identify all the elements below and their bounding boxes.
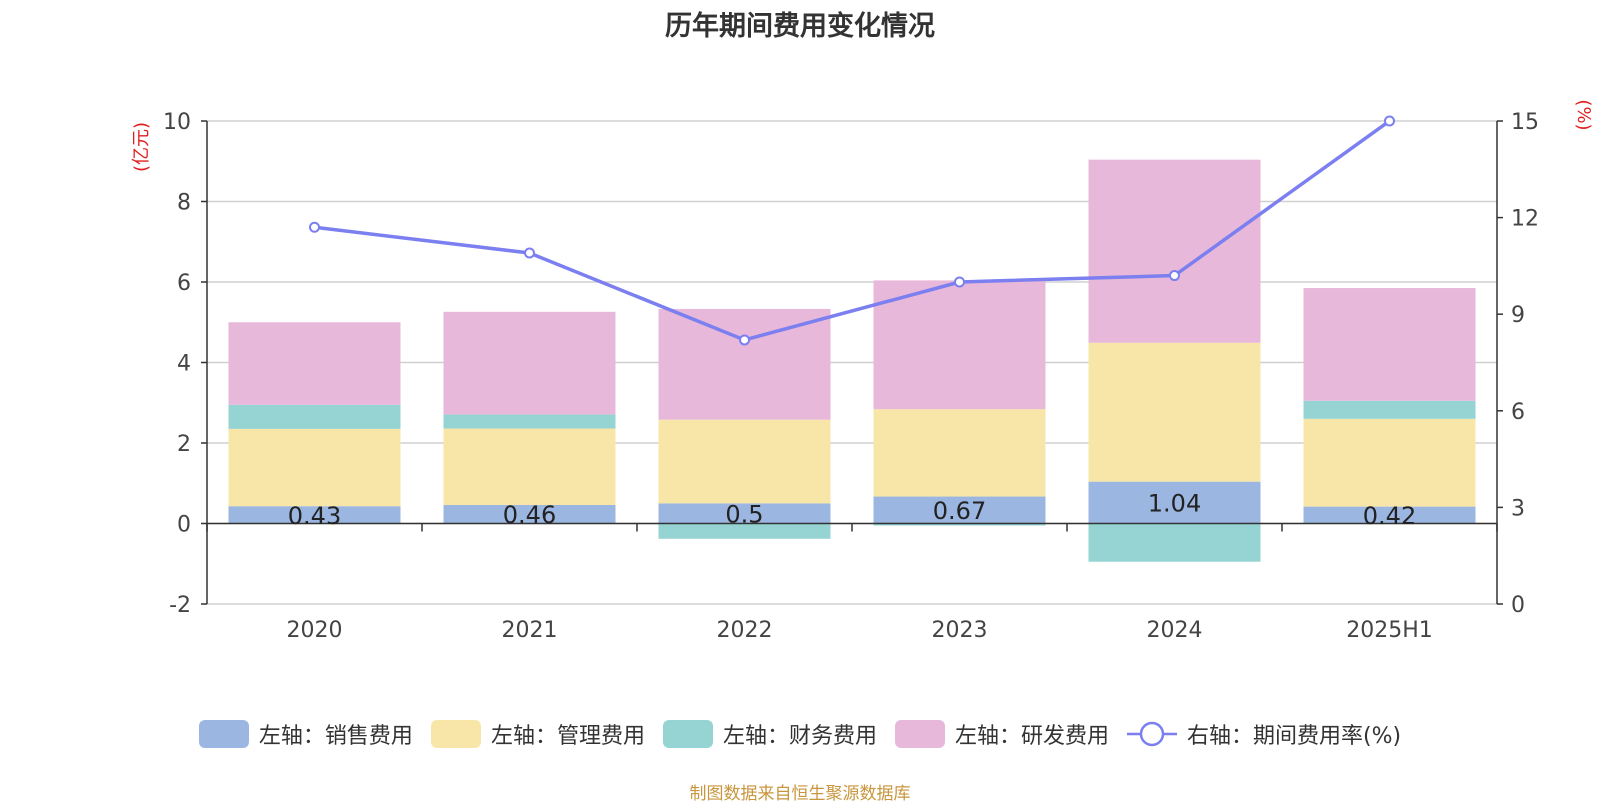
bar-segment xyxy=(658,503,831,524)
bar-segment xyxy=(873,496,1046,524)
right-axis-label: (%) xyxy=(1573,99,1594,130)
bar-segment xyxy=(1088,342,1261,482)
legend-swatch xyxy=(430,720,481,748)
left-tick-label: 2 xyxy=(177,432,191,457)
legend-label: 左轴：销售费用 xyxy=(258,724,413,749)
legend-swatch xyxy=(894,720,945,748)
rate-point xyxy=(309,221,320,233)
data-label: 0.5 xyxy=(725,500,763,528)
bar-segment xyxy=(1088,481,1261,524)
rate-line xyxy=(314,119,1391,342)
rate-point xyxy=(954,276,965,288)
legend-item[interactable]: 右轴：期间费用率(%) xyxy=(1126,718,1402,750)
chart-legend: 左轴：销售费用 左轴：管理费用 左轴：财务费用 左轴：研发费用 右轴：期间费用率(%) xyxy=(0,718,1600,750)
rate-point xyxy=(739,334,750,346)
legend-item[interactable]: 左轴：销售费用 xyxy=(198,718,413,750)
source-note: 制图数据来自恒生聚源数据库 xyxy=(689,784,911,804)
bar-segment xyxy=(228,506,401,524)
bar-segment xyxy=(443,414,616,429)
category-label: 2024 xyxy=(1147,618,1203,643)
right-tick-label: 15 xyxy=(1511,110,1539,135)
category-label: 2020 xyxy=(287,618,343,643)
bar-segment xyxy=(443,428,616,505)
right-tick-label: 9 xyxy=(1511,303,1525,328)
chart-plot: -2 0 2 4 6 8 10 0 3 6 9 12 15 (亿元) (%) 0.43 0.46 0.5 0.67 1… xyxy=(131,99,1594,643)
rate-point xyxy=(1384,115,1395,127)
legend-swatch xyxy=(198,720,249,748)
bar-segment xyxy=(228,322,401,405)
bar-segment xyxy=(873,280,1046,410)
rate-point xyxy=(524,247,535,259)
bar-segment xyxy=(1303,506,1476,524)
bar-segment xyxy=(873,409,1046,497)
legend-swatch xyxy=(662,720,713,748)
legend-label: 左轴：财务费用 xyxy=(722,724,877,749)
rate-point xyxy=(1169,270,1180,282)
left-tick-label: 8 xyxy=(177,191,191,216)
right-tick-label: 0 xyxy=(1511,593,1525,618)
legend-label: 左轴：研发费用 xyxy=(954,724,1109,749)
data-label: 0.46 xyxy=(503,501,556,529)
bar-segment xyxy=(443,311,616,415)
category-label: 2025H1 xyxy=(1346,618,1433,643)
legend-line-marker xyxy=(1126,721,1177,747)
left-tick-label: -2 xyxy=(169,593,191,618)
legend-item[interactable]: 左轴：财务费用 xyxy=(662,718,877,750)
left-tick-label: 6 xyxy=(177,271,191,296)
bar-segment xyxy=(1088,159,1261,343)
bar-segment xyxy=(658,308,831,420)
category-label: 2021 xyxy=(502,618,558,643)
bar-segment xyxy=(443,504,616,524)
bar-segment xyxy=(1088,523,1261,562)
left-tick-label: 0 xyxy=(177,513,191,538)
bar-segment xyxy=(873,523,1046,526)
bar-segment xyxy=(658,523,831,539)
right-tick-label: 3 xyxy=(1511,496,1525,521)
legend-item[interactable]: 左轴：管理费用 xyxy=(430,718,645,750)
category-label: 2023 xyxy=(932,618,988,643)
left-tick-label: 4 xyxy=(177,352,191,377)
legend-label: 左轴：管理费用 xyxy=(490,724,645,749)
bar-segment xyxy=(1303,400,1476,419)
data-label: 0.67 xyxy=(933,497,986,525)
bar-segment xyxy=(1303,418,1476,507)
legend-item[interactable]: 左轴：研发费用 xyxy=(894,718,1109,750)
bar-segment xyxy=(228,404,401,429)
right-tick-label: 12 xyxy=(1511,207,1539,232)
bar-segment xyxy=(658,419,831,504)
left-axis-label: (亿元) xyxy=(131,122,152,172)
data-label: 0.42 xyxy=(1363,502,1416,530)
data-label: 1.04 xyxy=(1148,490,1201,518)
category-label: 2022 xyxy=(717,618,773,643)
bar-segment xyxy=(1303,288,1476,401)
left-tick-label: 10 xyxy=(163,110,191,135)
right-tick-label: 6 xyxy=(1511,400,1525,425)
bar-segment xyxy=(228,428,401,507)
data-label: 0.43 xyxy=(288,502,341,530)
chart-title: 历年期间费用变化情况 xyxy=(665,11,935,42)
legend-label: 右轴：期间费用率(%) xyxy=(1186,724,1402,749)
